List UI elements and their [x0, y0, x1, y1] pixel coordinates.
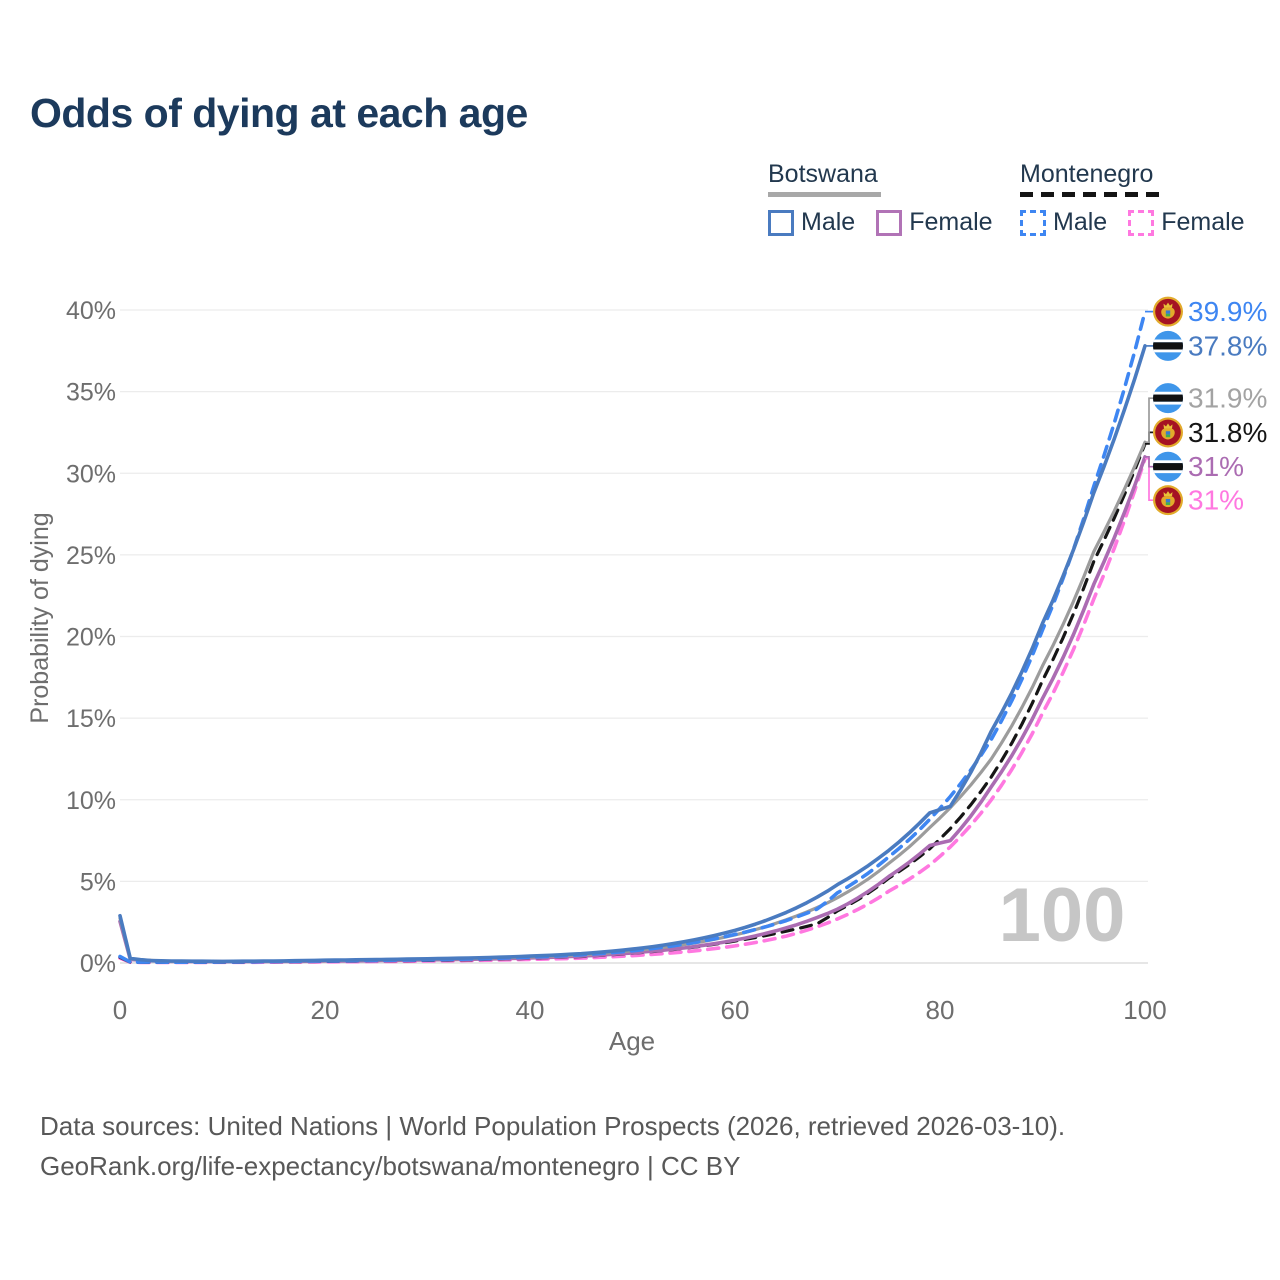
y-tick-label: 40% [66, 297, 116, 325]
legend-label-montenegro-female: Female [1161, 208, 1245, 236]
montenegro-line-style-sample [1020, 192, 1164, 197]
label-leader-line [1145, 397, 1153, 444]
x-tick-label: 0 [113, 995, 127, 1025]
legend-country-botswana: Botswana [768, 160, 878, 188]
montenegro-flag-icon [1153, 485, 1183, 516]
legend-checkbox-montenegro-male[interactable] [1020, 209, 1046, 236]
legend-label-botswana-female: Female [909, 208, 993, 236]
data-sources-line: Data sources: United Nations | World Pop… [40, 1111, 1066, 1141]
y-axis-title: Probability of dying [26, 512, 54, 723]
x-tick-label: 80 [926, 995, 955, 1025]
legend-label-botswana-male: Male [801, 208, 856, 236]
legend-group-botswana: Botswana Male Female [768, 160, 1014, 237]
x-tick-label: 100 [1123, 995, 1166, 1025]
botswana-flag-icon [1153, 383, 1183, 414]
end-label-botswana-both: 31.9% [1188, 383, 1267, 414]
botswana-line-style-sample [768, 192, 881, 197]
montenegro-flag-icon [1153, 417, 1183, 448]
legend-checkbox-botswana-male[interactable] [768, 209, 794, 236]
y-tick-label: 20% [66, 624, 116, 652]
legend-group-montenegro: Montenegro Male Female [1020, 160, 1266, 237]
legend-country-montenegro: Montenegro [1020, 160, 1154, 188]
end-label-montenegro-male: 39.9% [1188, 296, 1267, 327]
x-tick-label: 60 [721, 995, 750, 1025]
line-montenegro-both [118, 442, 1147, 964]
line-botswana-female [118, 455, 1147, 964]
x-tick-label: 40 [516, 995, 545, 1025]
x-tick-label: 20 [311, 995, 340, 1025]
y-tick-label: 25% [66, 542, 116, 570]
x-axis-title: Age [609, 1026, 655, 1056]
botswana-flag-icon [1153, 330, 1183, 361]
page-title: Odds of dying at each age [30, 90, 528, 136]
legend-checkbox-montenegro-female[interactable] [1128, 209, 1155, 236]
y-tick-label: 10% [66, 787, 116, 815]
line-botswana-male [118, 344, 1147, 964]
y-tick-label: 0% [80, 950, 116, 978]
line-botswana-both [118, 440, 1147, 964]
watermark-age-100: 100 [999, 873, 1126, 958]
legend-checkbox-botswana-female[interactable] [876, 209, 903, 236]
attribution-line: GeoRank.org/life-expectancy/botswana/mon… [40, 1151, 741, 1181]
legend-label-montenegro-male: Male [1053, 208, 1108, 236]
label-leader-line [1145, 457, 1153, 502]
botswana-flag-icon [1153, 451, 1183, 482]
end-label-botswana-female: 31% [1188, 451, 1244, 482]
end-label-botswana-male: 37.8% [1188, 330, 1267, 361]
y-tick-label: 30% [66, 460, 116, 488]
y-tick-label: 35% [66, 379, 116, 407]
end-label-montenegro-female: 31% [1188, 485, 1244, 516]
line-montenegro-female [118, 456, 1147, 965]
footer: Data sources: United Nations | World Pop… [40, 1106, 1065, 1186]
montenegro-flag-icon [1153, 296, 1183, 327]
end-label-montenegro-both: 31.8% [1188, 417, 1267, 448]
label-leader-line [1145, 456, 1153, 468]
y-tick-label: 5% [80, 868, 116, 896]
y-tick-label: 15% [66, 705, 116, 733]
